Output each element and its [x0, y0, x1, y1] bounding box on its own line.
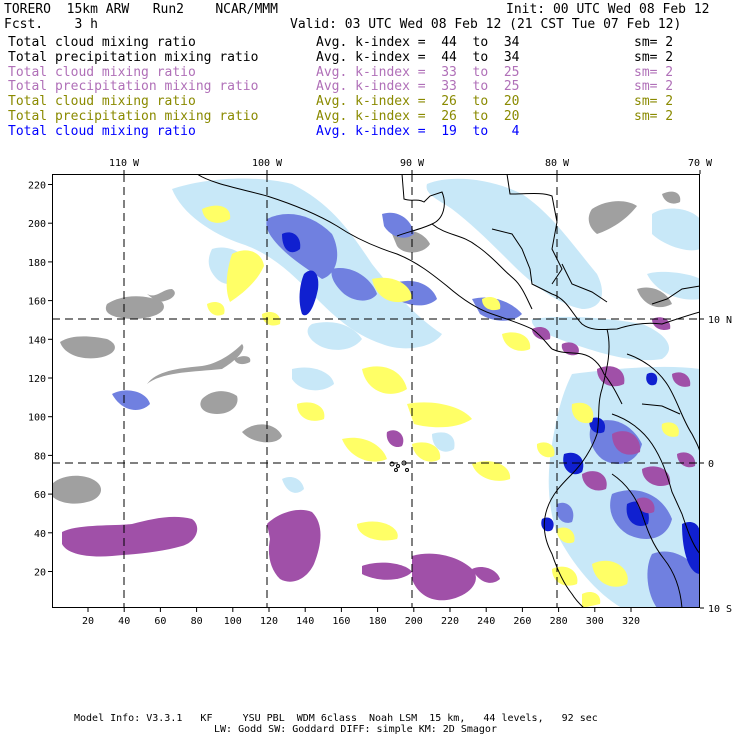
- legend-field: Total precipitation mixing ratio: [8, 109, 259, 124]
- x-tick-label: 280: [550, 616, 568, 627]
- legend-sm: sm= 2: [634, 79, 674, 95]
- y-tick-label: 100: [28, 413, 46, 424]
- x-tick-label: 300: [586, 616, 604, 627]
- map-frame: [52, 174, 700, 608]
- lat-label: 10 N: [708, 315, 732, 326]
- legend-field: Total cloud mixing ratio: [8, 123, 196, 139]
- x-tick-label: 320: [622, 616, 640, 627]
- legend-field: Total precipitation mixing ratio: [8, 49, 259, 65]
- legend-kindex: Avg. k-index = 44 to 34: [316, 49, 520, 65]
- y-tick-label: 220: [28, 181, 46, 192]
- lat-label: 10 S: [708, 604, 732, 615]
- x-tick-label: 40: [118, 616, 130, 627]
- legend-kindex: Avg. k-index = 26 to 20: [316, 94, 520, 110]
- latlon-grid: [52, 174, 700, 608]
- x-tick-label: 240: [477, 616, 495, 627]
- legend-sm: sm= 2: [634, 94, 674, 110]
- map-plot: [52, 174, 700, 608]
- x-tick-label: 160: [332, 616, 350, 627]
- lon-label: 70 W: [688, 158, 713, 169]
- lon-label: 80 W: [545, 158, 570, 169]
- y-tick-label: 140: [28, 335, 46, 346]
- init-time: Init: 00 UTC Wed 08 Feb 12: [506, 2, 710, 17]
- forecast-hour: Fcst. 3 h: [4, 17, 98, 32]
- x-tick-label: 200: [405, 616, 423, 627]
- model-title: TORERO 15km ARW Run2 NCAR/MMM: [4, 2, 278, 17]
- legend-field: Total cloud mixing ratio: [8, 35, 196, 50]
- x-tick-label: 100: [224, 616, 242, 627]
- legend-kindex: Avg. k-index = 33 to 25: [316, 64, 520, 80]
- cloud-purple-fields: [62, 317, 696, 601]
- lon-label: 110 W: [109, 158, 140, 169]
- y-tick-label: 200: [28, 219, 46, 230]
- x-tick-label: 140: [296, 616, 314, 627]
- x-tick-label: 60: [154, 616, 166, 627]
- y-tick-label: 180: [28, 258, 46, 269]
- valid-time: Valid: 03 UTC Wed 08 Feb 12 (21 CST Tue …: [290, 17, 682, 32]
- legend-field: Total cloud mixing ratio: [8, 64, 196, 80]
- legend-sm: sm= 2: [634, 109, 674, 124]
- y-tick-label: 80: [34, 451, 46, 462]
- y-tick-label: 120: [28, 374, 46, 385]
- legend-kindex: Avg. k-index = 26 to 20: [316, 109, 520, 124]
- x-tick-label: 80: [191, 616, 203, 627]
- coastlines: [196, 174, 700, 608]
- legend-field: Total precipitation mixing ratio: [8, 79, 259, 95]
- y-tick-label: 160: [28, 297, 46, 308]
- x-tick-label: 260: [513, 616, 531, 627]
- legend-kindex: Avg. k-index = 44 to 34: [316, 35, 520, 50]
- lon-label: 90 W: [400, 158, 425, 169]
- legend-sm: sm= 2: [634, 35, 674, 50]
- lon-label: 100 W: [252, 158, 283, 169]
- y-tick-label: 40: [34, 529, 46, 540]
- x-tick-label: 180: [369, 616, 387, 627]
- legend-sm: sm= 2: [634, 49, 674, 65]
- model-info: Model Info: V3.3.1 KF YSU PBL WDM 6class…: [74, 713, 598, 724]
- y-tick-label: 20: [34, 568, 46, 579]
- physics-info: LW: Godd SW: Goddard DIFF: simple KM: 2D…: [214, 724, 497, 735]
- x-tick-label: 20: [82, 616, 94, 627]
- legend-kindex: Avg. k-index = 33 to 25: [316, 79, 520, 95]
- legend-field: Total cloud mixing ratio: [8, 94, 196, 110]
- x-tick-label: 220: [441, 616, 459, 627]
- x-tick-label: 120: [260, 616, 278, 627]
- y-tick-label: 60: [34, 490, 46, 501]
- lat-label: 0: [708, 459, 714, 470]
- legend-sm: sm= 2: [634, 64, 674, 80]
- legend-kindex: Avg. k-index = 19 to 4: [316, 123, 520, 139]
